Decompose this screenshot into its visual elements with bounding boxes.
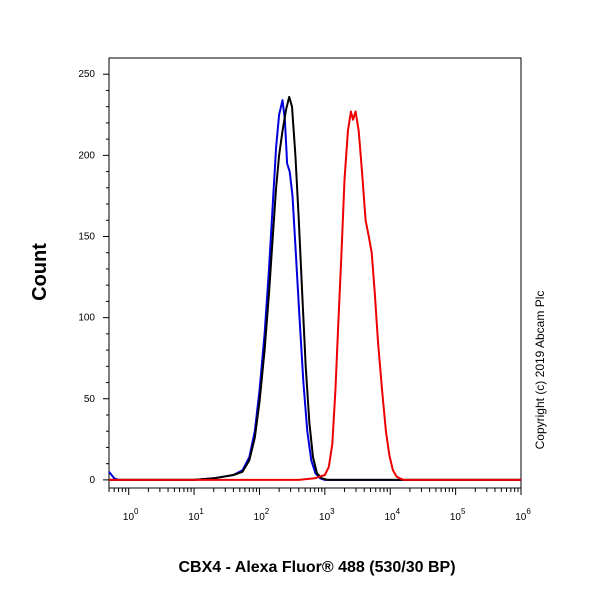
x-tick-label: 104 — [384, 507, 400, 523]
x-axis-title: CBX4 - Alexa Fluor® 488 (530/30 BP) — [178, 559, 455, 576]
copyright-annotation: Copyright (c) 2019 Abcam Plc — [533, 291, 547, 450]
y-tick-label: 50 — [84, 394, 96, 405]
y-axis-ticks: 0 50 100 150 200 250 — [78, 69, 109, 486]
x-tick-label: 100 — [123, 507, 139, 523]
y-tick-label: 150 — [78, 231, 95, 242]
plot-frame — [108, 57, 522, 489]
x-axis-ticks: 100 101 102 103 104 105 106 — [108, 488, 531, 523]
histogram-curve-1 — [108, 99, 521, 481]
y-axis-title: Count — [29, 243, 51, 301]
y-tick-label: 250 — [78, 69, 95, 80]
x-tick-label: 103 — [319, 507, 335, 523]
x-tick-label: 105 — [450, 507, 466, 523]
y-tick-label: 200 — [78, 150, 95, 161]
x-tick-label: 106 — [515, 507, 531, 523]
x-tick-label: 101 — [188, 507, 204, 523]
histogram-curves — [108, 95, 521, 481]
histogram-curve-3 — [109, 110, 521, 481]
y-tick-label: 0 — [89, 475, 95, 486]
y-tick-label: 100 — [78, 313, 95, 324]
histogram-curve-2 — [109, 95, 521, 481]
x-tick-label: 102 — [254, 507, 270, 523]
